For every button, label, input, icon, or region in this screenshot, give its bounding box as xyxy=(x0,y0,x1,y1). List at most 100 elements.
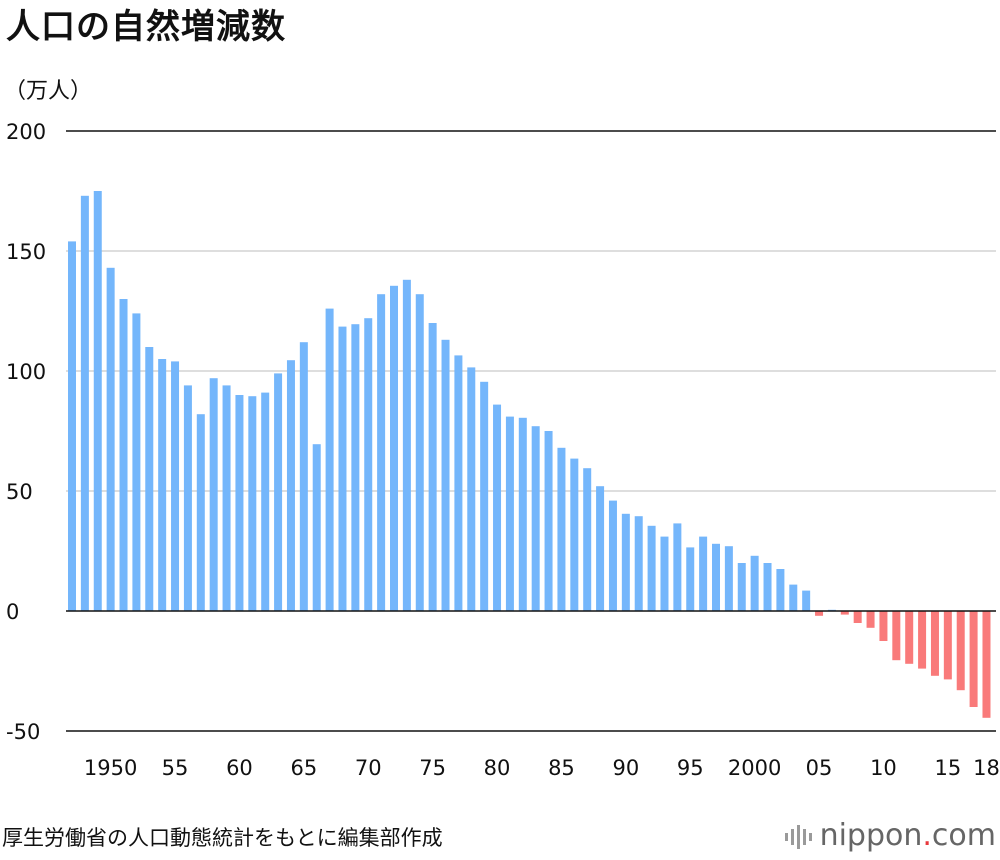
bar-1996 xyxy=(699,536,708,611)
bar-1999 xyxy=(737,563,746,611)
bar-1966 xyxy=(312,444,321,611)
bar-1981 xyxy=(505,416,514,611)
bar-1969 xyxy=(351,324,360,611)
bar-1955 xyxy=(171,361,180,611)
bar-1980 xyxy=(493,404,502,611)
bar-1961 xyxy=(248,396,257,611)
y-axis-unit: （万人） xyxy=(4,79,93,104)
bar-1982 xyxy=(518,417,527,611)
bar-2015 xyxy=(943,611,952,680)
bar-1988 xyxy=(596,486,605,611)
bar-1993 xyxy=(660,536,669,611)
bar-1971 xyxy=(377,294,386,611)
x-tick-label: 18 xyxy=(973,756,1000,780)
bar-2011 xyxy=(892,611,901,661)
bar-2017 xyxy=(969,611,978,707)
bar-1954 xyxy=(158,359,167,611)
bar-1949 xyxy=(93,191,102,611)
x-tick-label: 95 xyxy=(677,756,704,780)
bar-1974 xyxy=(415,294,424,611)
bar-2000 xyxy=(750,555,759,611)
x-tick-label: 60 xyxy=(226,756,253,780)
logo-bars-icon xyxy=(784,824,812,849)
y-tick-labels: 200 150 100 50 0 -50 xyxy=(6,120,46,744)
bar-2003 xyxy=(789,584,798,611)
bar-2001 xyxy=(763,563,772,611)
bar-1959 xyxy=(222,385,231,611)
bar-1967 xyxy=(325,308,334,611)
bar-1957 xyxy=(196,414,205,611)
y-tick-label: -50 xyxy=(6,720,40,744)
bars xyxy=(68,191,991,718)
bar-1972 xyxy=(390,285,398,611)
bar-1960 xyxy=(235,395,244,611)
bar-1951 xyxy=(119,299,128,611)
x-tick-labels: 1950 55 60 65 70 75 80 85 90 95 2000 05 10 15 18 xyxy=(84,756,1000,780)
bar-2008 xyxy=(853,611,862,623)
bar-2009 xyxy=(866,611,875,628)
bar-2013 xyxy=(918,611,927,669)
bar-1948 xyxy=(80,195,89,612)
bar-chart: 200 150 100 50 0 -50 1950 55 60 65 70 75 80 85 90 95 20… xyxy=(6,120,1000,780)
x-tick-label: 75 xyxy=(419,756,446,780)
bar-1975 xyxy=(428,323,437,611)
bar-1964 xyxy=(286,360,295,611)
bar-1965 xyxy=(299,342,308,611)
bar-1986 xyxy=(570,458,579,611)
x-tick-label: 05 xyxy=(806,756,833,780)
x-tick-label: 2000 xyxy=(728,756,781,780)
bar-1997 xyxy=(712,543,720,611)
bar-1962 xyxy=(261,392,270,611)
logo-dot: . xyxy=(922,818,932,853)
bar-1998 xyxy=(724,546,733,611)
bar-1991 xyxy=(634,516,643,611)
bar-2005 xyxy=(815,611,824,616)
bar-2014 xyxy=(930,611,939,676)
x-tick-label: 10 xyxy=(870,756,897,780)
bar-1979 xyxy=(480,381,489,611)
bar-1992 xyxy=(647,525,656,611)
source-note: 厚生労働省の人口動態統計をもとに編集部作成 xyxy=(2,826,443,850)
y-tick-label: 200 xyxy=(6,120,46,144)
bar-1978 xyxy=(467,367,476,611)
bar-1983 xyxy=(531,426,540,611)
bar-1950 xyxy=(106,267,115,611)
logo-name: nippon xyxy=(819,818,923,853)
bar-1989 xyxy=(608,500,617,611)
bar-1984 xyxy=(544,431,553,611)
bar-1952 xyxy=(132,313,141,611)
x-tick-label: 90 xyxy=(612,756,639,780)
x-tick-label: 85 xyxy=(548,756,575,780)
bar-1953 xyxy=(145,347,154,611)
y-tick-label: 0 xyxy=(6,600,19,624)
bar-1956 xyxy=(183,385,192,611)
bar-2010 xyxy=(879,611,888,641)
x-tick-label: 55 xyxy=(162,756,189,780)
bar-1985 xyxy=(557,447,566,611)
bar-1995 xyxy=(686,547,695,611)
bar-1987 xyxy=(583,468,592,611)
grid-lines xyxy=(66,130,996,732)
nippon-com-logo: nippon.com xyxy=(784,816,996,856)
y-tick-label: 100 xyxy=(6,360,46,384)
x-tick-label: 80 xyxy=(484,756,511,780)
bar-1977 xyxy=(454,355,463,611)
bar-1947 xyxy=(68,241,76,611)
bar-2016 xyxy=(956,611,965,691)
logo-suffix: com xyxy=(931,818,996,853)
bar-1976 xyxy=(441,339,450,611)
bar-1994 xyxy=(673,523,682,611)
bar-1963 xyxy=(274,373,283,611)
bar-2004 xyxy=(802,590,811,611)
bar-2012 xyxy=(905,611,914,664)
bar-1968 xyxy=(338,326,347,611)
bar-1973 xyxy=(402,279,411,611)
bar-1970 xyxy=(364,318,373,611)
y-tick-label: 50 xyxy=(6,480,33,504)
x-tick-label: 1950 xyxy=(84,756,137,780)
bar-2002 xyxy=(776,569,785,611)
chart-title: 人口の自然増減数 xyxy=(6,7,286,47)
y-tick-label: 150 xyxy=(6,240,46,264)
x-tick-label: 65 xyxy=(290,756,317,780)
bar-1990 xyxy=(621,513,630,611)
